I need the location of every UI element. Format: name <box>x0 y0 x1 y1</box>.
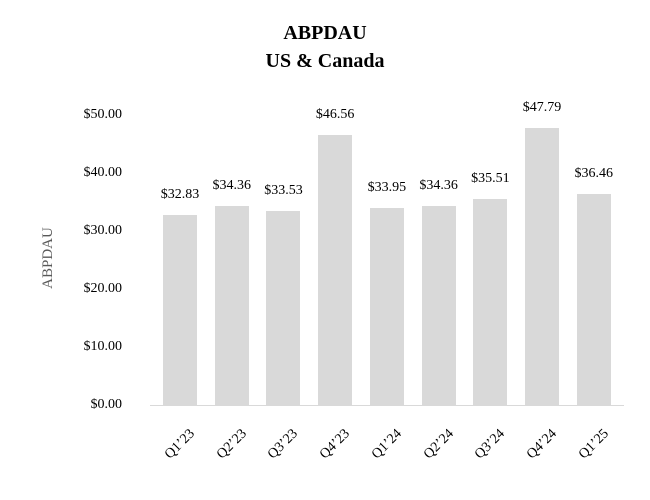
bar <box>576 193 611 405</box>
bar <box>163 214 197 405</box>
y-tick-label: $20.00 <box>83 281 123 296</box>
y-tick-label: $50.00 <box>83 107 123 122</box>
bar <box>266 210 301 405</box>
x-axis-line <box>150 405 624 406</box>
bar-data-label: $36.46 <box>574 165 614 181</box>
bar <box>421 205 456 405</box>
bar-data-label: $33.53 <box>264 182 303 198</box>
bar <box>369 208 404 405</box>
y-tick-label: $40.00 <box>83 165 123 180</box>
bar-data-label: $33.95 <box>367 180 407 196</box>
y-tick-label: $30.00 <box>83 223 123 238</box>
bar-data-label: $46.56 <box>315 106 355 122</box>
bar <box>525 127 560 405</box>
chart-title: ABPDAU <box>283 22 367 44</box>
bar-data-label: $34.36 <box>419 177 458 193</box>
bar-data-label: $32.83 <box>160 186 200 202</box>
bar-data-label: $35.51 <box>471 171 510 187</box>
bar-data-label: $34.36 <box>212 177 251 193</box>
chart-title-block: ABPDAU US & Canada <box>0 19 650 75</box>
bar <box>318 134 353 405</box>
bar-data-label: $47.79 <box>522 99 562 115</box>
chart-subtitle: US & Canada <box>265 50 385 72</box>
y-tick-label: $0.00 <box>90 397 123 412</box>
y-axis-title: ABPDAU <box>40 227 56 289</box>
bar <box>473 199 508 405</box>
bar <box>214 205 249 405</box>
y-tick-label: $10.00 <box>83 339 123 354</box>
